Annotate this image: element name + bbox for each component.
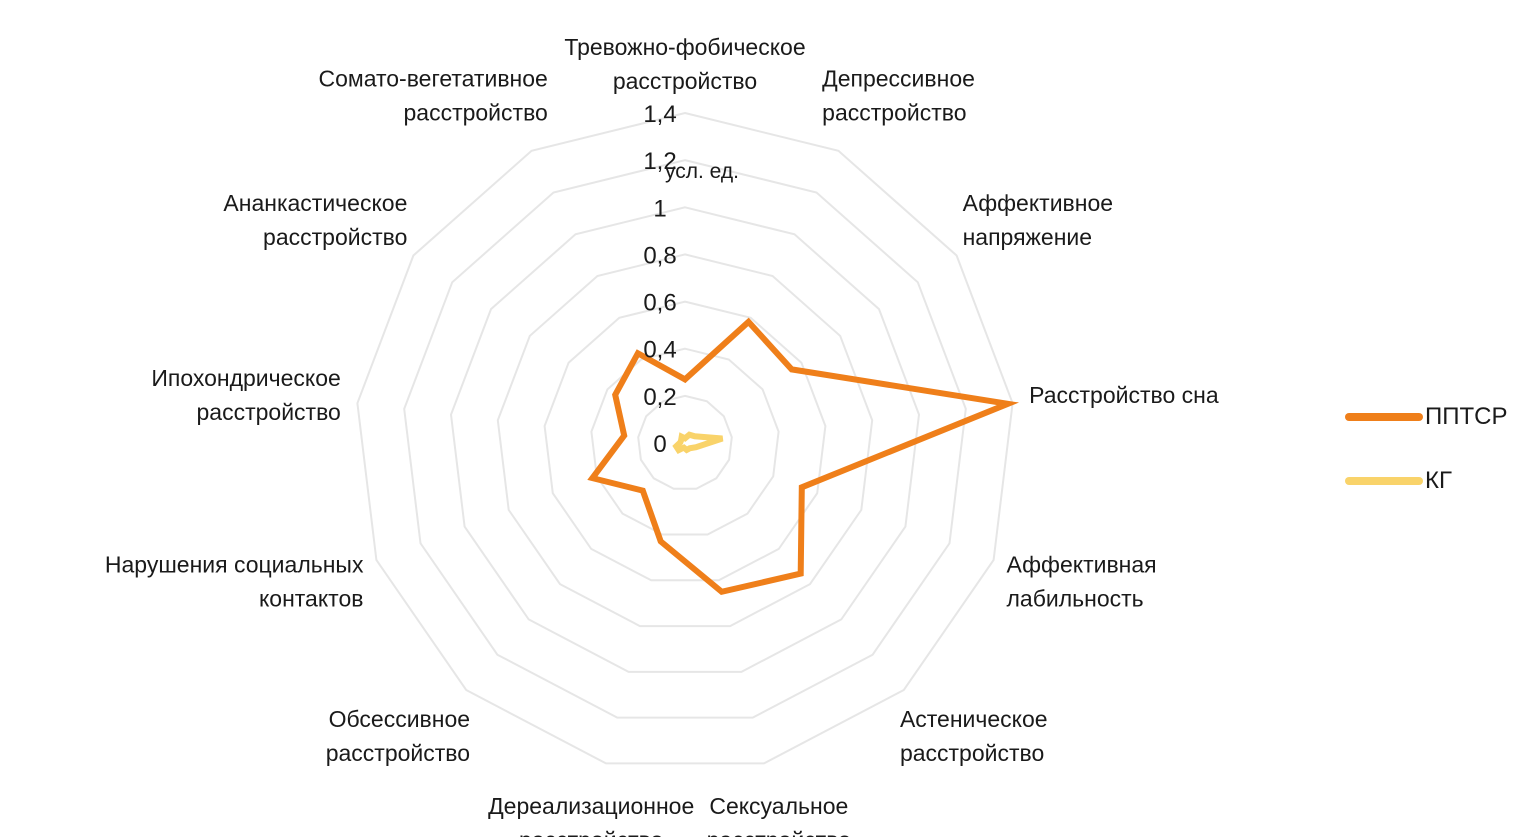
tick-label: 1,4 xyxy=(643,101,676,128)
axis-label: Астеническое расстройство xyxy=(900,706,1048,766)
axis-label: Сомато-вегетативное расстройство xyxy=(318,65,547,125)
legend-item-pptsr: ППТСР xyxy=(1345,398,1525,436)
axis-label: Депрессивное расстройство xyxy=(822,65,975,125)
legend-label-kg: КГ xyxy=(1425,467,1452,494)
axis-label: Расстройство сна xyxy=(1029,382,1219,408)
tick-label: 1,2 xyxy=(643,148,676,175)
series-line-1 xyxy=(672,431,724,454)
series-line-0 xyxy=(587,317,1020,596)
grid-ring xyxy=(496,253,874,628)
grid-ring xyxy=(356,111,1014,765)
axis-label: Ипохондрическое расстройство xyxy=(151,365,341,425)
unit-label: усл. ед. xyxy=(665,160,739,183)
axis-label: Нарушения социальных контактов xyxy=(105,551,364,611)
grid-ring xyxy=(590,347,780,536)
grid-ring xyxy=(403,159,967,719)
axis-label: Дереализационноерасстройство xyxy=(488,793,694,837)
axis-label: Ананкастическое расстройство xyxy=(223,190,407,250)
axis-label: Обсессивное расстройство xyxy=(326,706,470,766)
radial-tick-labels: 0 0,2 0,4 0,6 0,8 1 1,2 1,4 усл. ед. xyxy=(643,101,739,458)
tick-label: 0,4 xyxy=(643,337,676,364)
axis-label: Сексуальноерасстройство xyxy=(707,793,851,837)
axis-label: Тревожно-фобическое расстройство xyxy=(564,34,805,94)
legend-swatch-pptsr xyxy=(1345,413,1423,421)
axis-labels: Тревожно-фобическое расстройство Депрессив… xyxy=(105,34,1219,837)
legend-swatch-kg xyxy=(1345,477,1423,485)
legend: ППТСР КГ xyxy=(1345,398,1525,526)
legend-label-pptsr: ППТСР xyxy=(1425,403,1508,430)
legend-item-kg: КГ xyxy=(1345,462,1525,500)
axis-label: Аффективная лабильность xyxy=(1007,551,1157,611)
tick-label: 0,6 xyxy=(643,290,676,317)
tick-label: 0 xyxy=(653,431,666,458)
tick-label: 0,8 xyxy=(643,242,676,269)
axis-label: Аффективное напряжение xyxy=(963,190,1113,250)
radar-series xyxy=(587,317,1020,596)
tick-label: 1 xyxy=(653,195,666,222)
tick-label: 0,2 xyxy=(643,384,676,411)
grid-ring xyxy=(637,394,733,490)
grid-ring xyxy=(449,206,921,673)
